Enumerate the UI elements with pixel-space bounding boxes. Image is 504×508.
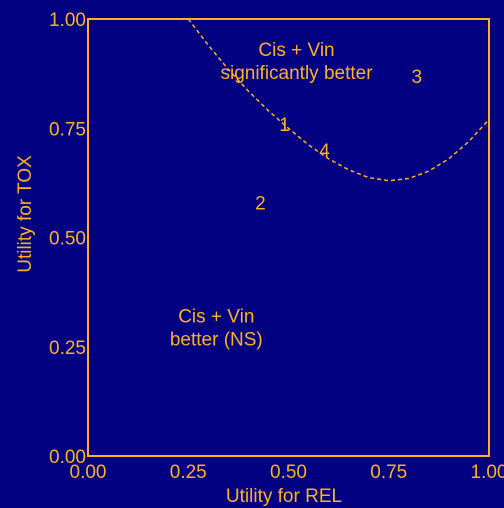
y-axis: 0.00 0.25 0.50 0.75 1.00 bbox=[49, 10, 86, 468]
x-axis-label: Utility for REL bbox=[226, 486, 342, 507]
x-tick-label: 0.00 bbox=[70, 462, 107, 483]
x-tick-label: 1.00 bbox=[471, 462, 504, 483]
y-tick-label: 0.25 bbox=[49, 338, 86, 359]
x-tick-label: 0.25 bbox=[170, 462, 207, 483]
x-tick-label: 0.50 bbox=[270, 462, 307, 483]
y-tick-label: 0.75 bbox=[49, 119, 86, 140]
annotation-line: significantly better bbox=[220, 63, 373, 84]
data-point-3: 3 bbox=[412, 67, 423, 88]
y-axis-label: Utility for TOX bbox=[15, 155, 36, 273]
significance-boundary-curve bbox=[187, 18, 490, 182]
annotation-line: Cis + Vin bbox=[178, 307, 254, 328]
plot-frame bbox=[87, 18, 490, 457]
data-point-4: 4 bbox=[319, 141, 330, 162]
y-tick-label: 0.50 bbox=[49, 229, 86, 250]
annotation-line: better (NS) bbox=[170, 330, 263, 351]
data-points: 1 2 3 4 bbox=[255, 67, 422, 215]
y-tick-label: 0.00 bbox=[49, 447, 86, 468]
x-axis: 0.00 0.25 0.50 0.75 1.00 bbox=[70, 462, 504, 483]
y-tick-label: 1.00 bbox=[49, 10, 86, 31]
annotation-line: Cis + Vin bbox=[258, 40, 334, 61]
data-point-1: 1 bbox=[279, 115, 290, 136]
x-tick-label: 0.75 bbox=[370, 462, 407, 483]
data-point-2: 2 bbox=[255, 194, 266, 215]
